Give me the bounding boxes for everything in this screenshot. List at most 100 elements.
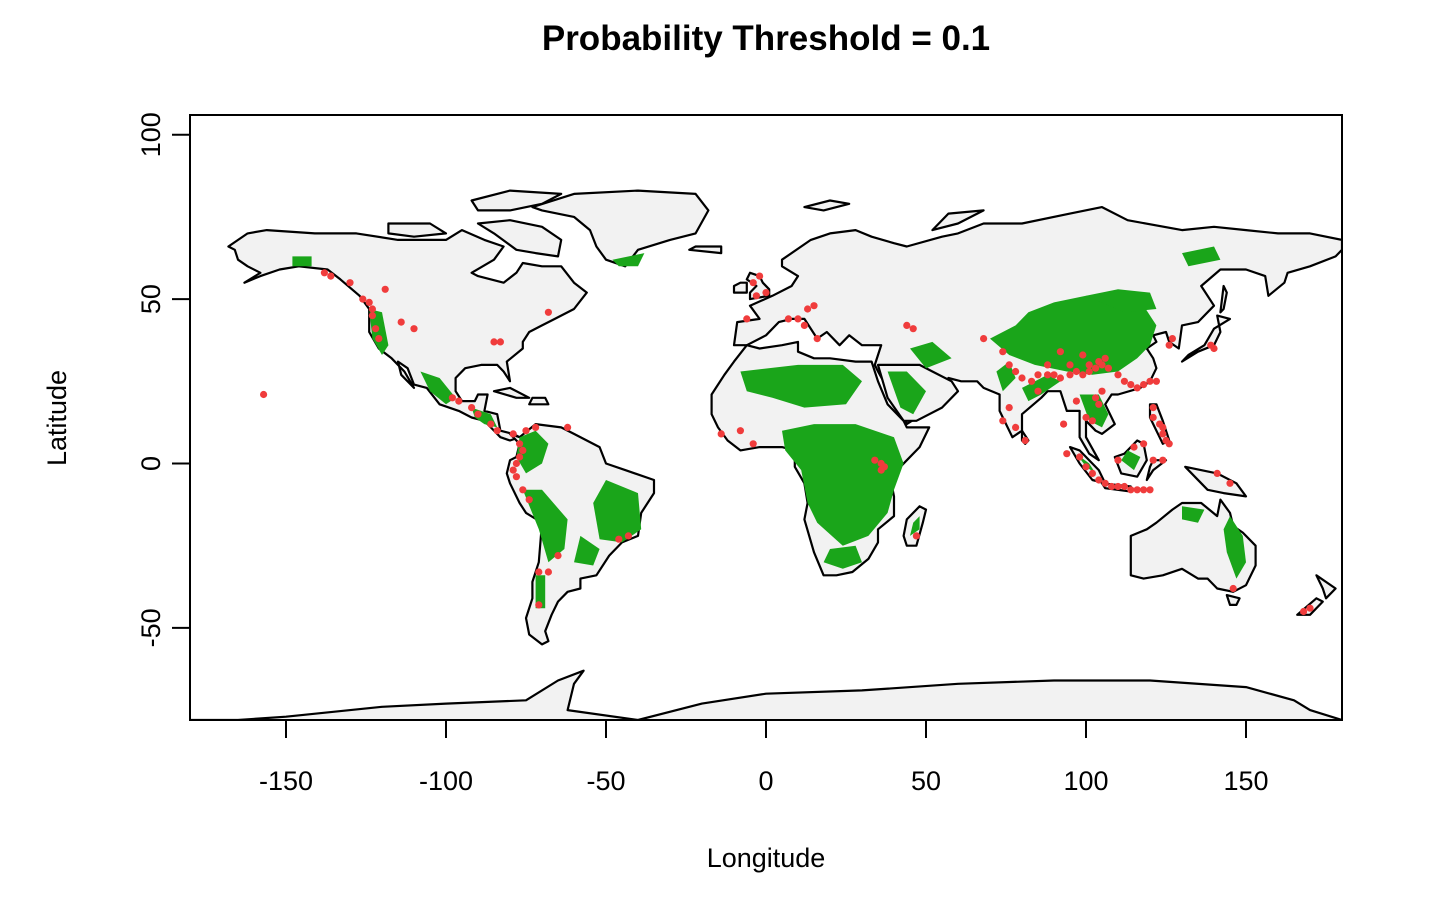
occurrence-point [1140,486,1148,494]
suitable-area-sahara-north [740,364,862,408]
occurrence-point [544,568,553,576]
occurrence-point [1095,476,1103,484]
world-map [190,189,1342,720]
suitable-area-borneo-patch [1121,450,1141,471]
landmass-victoria-island [387,222,448,238]
occurrence-point [1056,348,1064,356]
occurrence-point [1044,371,1052,379]
occurrence-point [1133,486,1141,494]
landmass-north-america [227,229,588,442]
occurrence-point [1021,436,1029,445]
occurrence-point [535,568,543,576]
suitable-area-madagascar-patch [910,516,920,536]
landmass-hispaniola [528,396,550,406]
occurrence-point [1072,397,1080,405]
occurrence-point [1114,371,1122,379]
x-tick-label: 150 [1223,766,1268,796]
y-tick-label: 0 [136,456,166,471]
occurrence-point [1034,387,1042,395]
occurrence-point [512,473,521,481]
occurrence-point [1146,377,1154,385]
x-axis-label: Longitude [707,843,826,873]
occurrence-point [1088,469,1096,477]
occurrence-point [468,404,476,412]
occurrence-point [522,427,530,435]
occurrence-point [804,305,812,313]
occurrence-point [909,325,917,333]
landmass-svalbard [803,199,851,212]
landmass-australia [1129,498,1257,593]
occurrence-point [1300,607,1308,616]
occurrence-point [794,315,802,323]
occurrence-point [1149,456,1157,464]
occurrence-point [1066,361,1074,369]
occurrence-point [1168,335,1176,343]
chart-title: Probability Threshold = 0.1 [542,19,990,58]
occurrence-point [525,496,533,504]
landmass-novaya-zemlya [931,209,985,232]
occurrence-point [1012,423,1020,431]
occurrence-point [1149,413,1157,422]
occurrence-point [1095,358,1103,366]
x-tick-label: -100 [419,766,473,796]
occurrence-point [448,394,456,402]
occurrence-point [1056,374,1064,382]
occurrence-point [1127,486,1135,494]
landmass-baffin-island [476,219,563,258]
occurrence-point [813,335,821,343]
suitable-area-iran [910,341,952,369]
occurrence-point [519,446,527,454]
occurrence-point [1114,482,1122,491]
occurrence-point [624,532,633,540]
occurrence-point [1085,367,1093,376]
occurrence-point [320,269,328,277]
occurrence-point [1095,400,1103,408]
occurrence-point [532,423,540,431]
landmass-iceland [688,245,723,255]
suitable-area-india-east [1022,374,1061,402]
occurrence-point [381,285,389,293]
occurrence-point [1085,361,1093,369]
occurrence-point [1120,482,1128,491]
occurrence-point [1306,604,1314,612]
occurrence-point [368,312,376,320]
occurrence-point [509,430,517,438]
occurrence-point [1092,364,1100,372]
occurrence-point [493,427,501,435]
landmass-ireland [732,281,748,294]
y-tick-label: 100 [136,112,166,157]
occurrence-point [1082,413,1090,422]
occurrence-point [1050,371,1058,379]
occurrence-point [999,348,1007,356]
occurrence-point [1226,479,1234,487]
occurrence-point [1127,381,1135,389]
y-axis: -50 0 50 100 [136,112,191,647]
occurrence-point [1114,456,1122,464]
x-tick-label: -50 [586,766,625,796]
landmass-new-zealand-north [1315,574,1337,600]
occurrence-point [1108,482,1116,491]
suitable-area-california [369,309,389,355]
suitable-area-alaska-patch [292,256,312,267]
landmass-new-guinea [1184,465,1248,498]
occurrence-point [717,430,725,438]
suitable-area-patagonia [535,575,546,609]
occurrence-point [1092,394,1100,402]
occurrence-point [375,335,383,343]
landmass-cuba [492,386,531,399]
occurrence-point [871,456,879,464]
occurrence-point [1213,469,1221,477]
occurrence-point [1140,440,1148,448]
suitable-area-tibet-china [990,295,1157,375]
occurrence-point [756,272,764,280]
occurrence-point [1101,479,1109,487]
occurrence-point [1098,387,1106,395]
occurrence-point [260,390,268,399]
suitable-area-siberia-patch [1182,246,1221,267]
landmass-japan [1180,314,1232,363]
occurrence-point [980,335,988,343]
occurrence-point [1165,440,1173,448]
x-tick-label: 100 [1063,766,1108,796]
